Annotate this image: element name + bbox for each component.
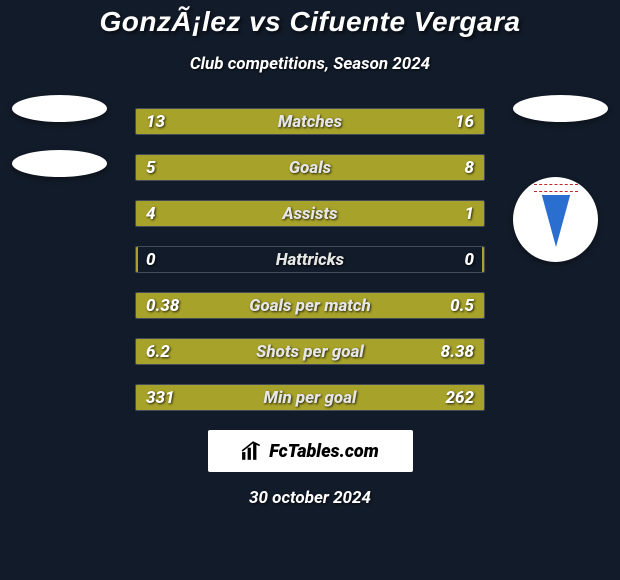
player-right-crest-placeholder xyxy=(513,95,608,122)
fctables-logo[interactable]: FcTables.com xyxy=(208,430,413,472)
player-right-club-crest xyxy=(513,177,598,262)
stat-row: 1316Matches xyxy=(135,108,485,135)
stat-label: Shots per goal xyxy=(136,339,484,364)
stat-label: Goals per match xyxy=(136,293,484,318)
snapshot-date: 30 october 2024 xyxy=(0,488,620,508)
stat-comparison-list: 1316Matches 58Goals 41Assists 00Hattricks 0.… xyxy=(135,108,485,411)
player-left-crest-placeholder-1 xyxy=(12,95,107,122)
competition-subtitle: Club competitions, Season 2024 xyxy=(0,54,620,74)
stat-label: Hattricks xyxy=(136,247,484,272)
pennant-icon xyxy=(541,192,571,247)
stat-label: Goals xyxy=(136,155,484,180)
stat-row: 331262Min per goal xyxy=(135,384,485,411)
stat-label: Assists xyxy=(136,201,484,226)
stat-row: 41Assists xyxy=(135,200,485,227)
player-left-crest-placeholder-2 xyxy=(12,150,107,177)
player-right-badges xyxy=(513,95,608,262)
player-left-badges xyxy=(12,95,107,177)
stat-label: Matches xyxy=(136,109,484,134)
comparison-title: GonzÃ¡lez vs Cifuente Vergara xyxy=(0,0,620,38)
stat-row: 0.380.5Goals per match xyxy=(135,292,485,319)
stat-row: 00Hattricks xyxy=(135,246,485,273)
fctables-text: FcTables.com xyxy=(269,441,379,462)
stat-row: 58Goals xyxy=(135,154,485,181)
bar-chart-icon xyxy=(241,440,263,462)
stat-label: Min per goal xyxy=(136,385,484,410)
stat-row: 6.28.38Shots per goal xyxy=(135,338,485,365)
